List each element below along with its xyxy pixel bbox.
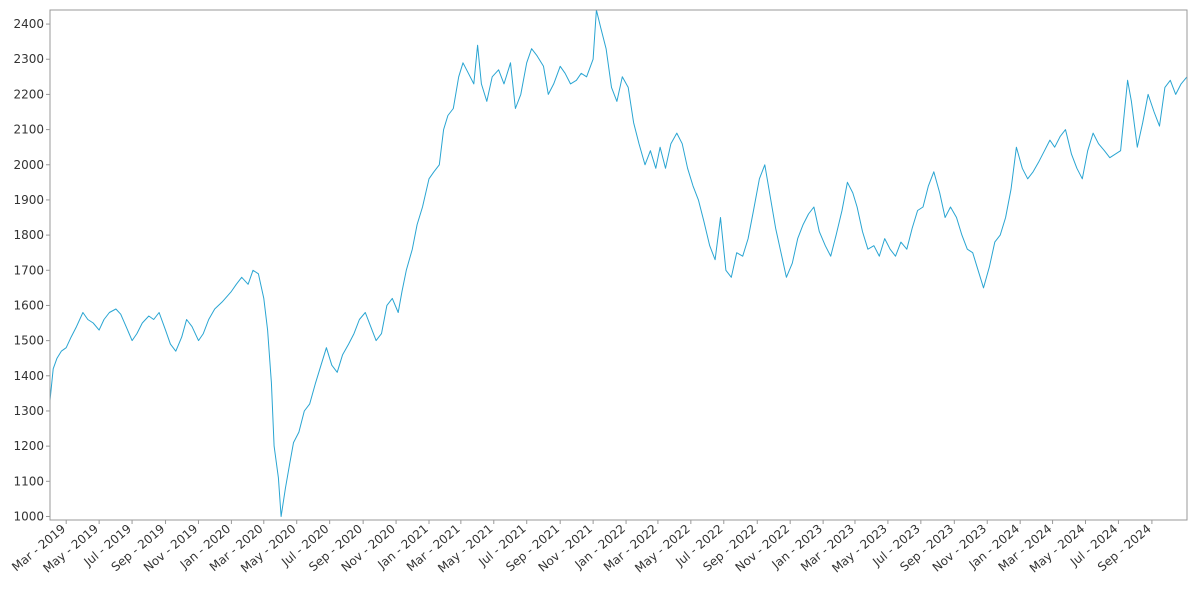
y-tick-label: 1000: [13, 509, 44, 523]
y-tick-label: 1400: [13, 369, 44, 383]
y-tick-label: 1900: [13, 193, 44, 207]
y-tick-label: 2200: [13, 87, 44, 101]
y-tick-label: 2300: [13, 52, 44, 66]
series-line-0: [49, 9, 1188, 517]
y-tick-label: 2400: [13, 17, 44, 31]
y-tick-label: 1300: [13, 404, 44, 418]
y-tick-label: 2100: [13, 123, 44, 137]
y-tick-label: 1100: [13, 474, 44, 488]
y-tick-label: 1500: [13, 334, 44, 348]
y-tick-label: 1800: [13, 228, 44, 242]
y-tick-label: 1700: [13, 263, 44, 277]
series-layer: [49, 9, 1188, 517]
y-tick-label: 1600: [13, 298, 44, 312]
plot-frame: [49, 9, 1188, 521]
y-tick-label: 2000: [13, 158, 44, 172]
y-tick-label: 1200: [13, 439, 44, 453]
y-axis: 1000 1100 1200 1300 1400 1500 1600 1700 1800 1900…: [13, 17, 50, 523]
